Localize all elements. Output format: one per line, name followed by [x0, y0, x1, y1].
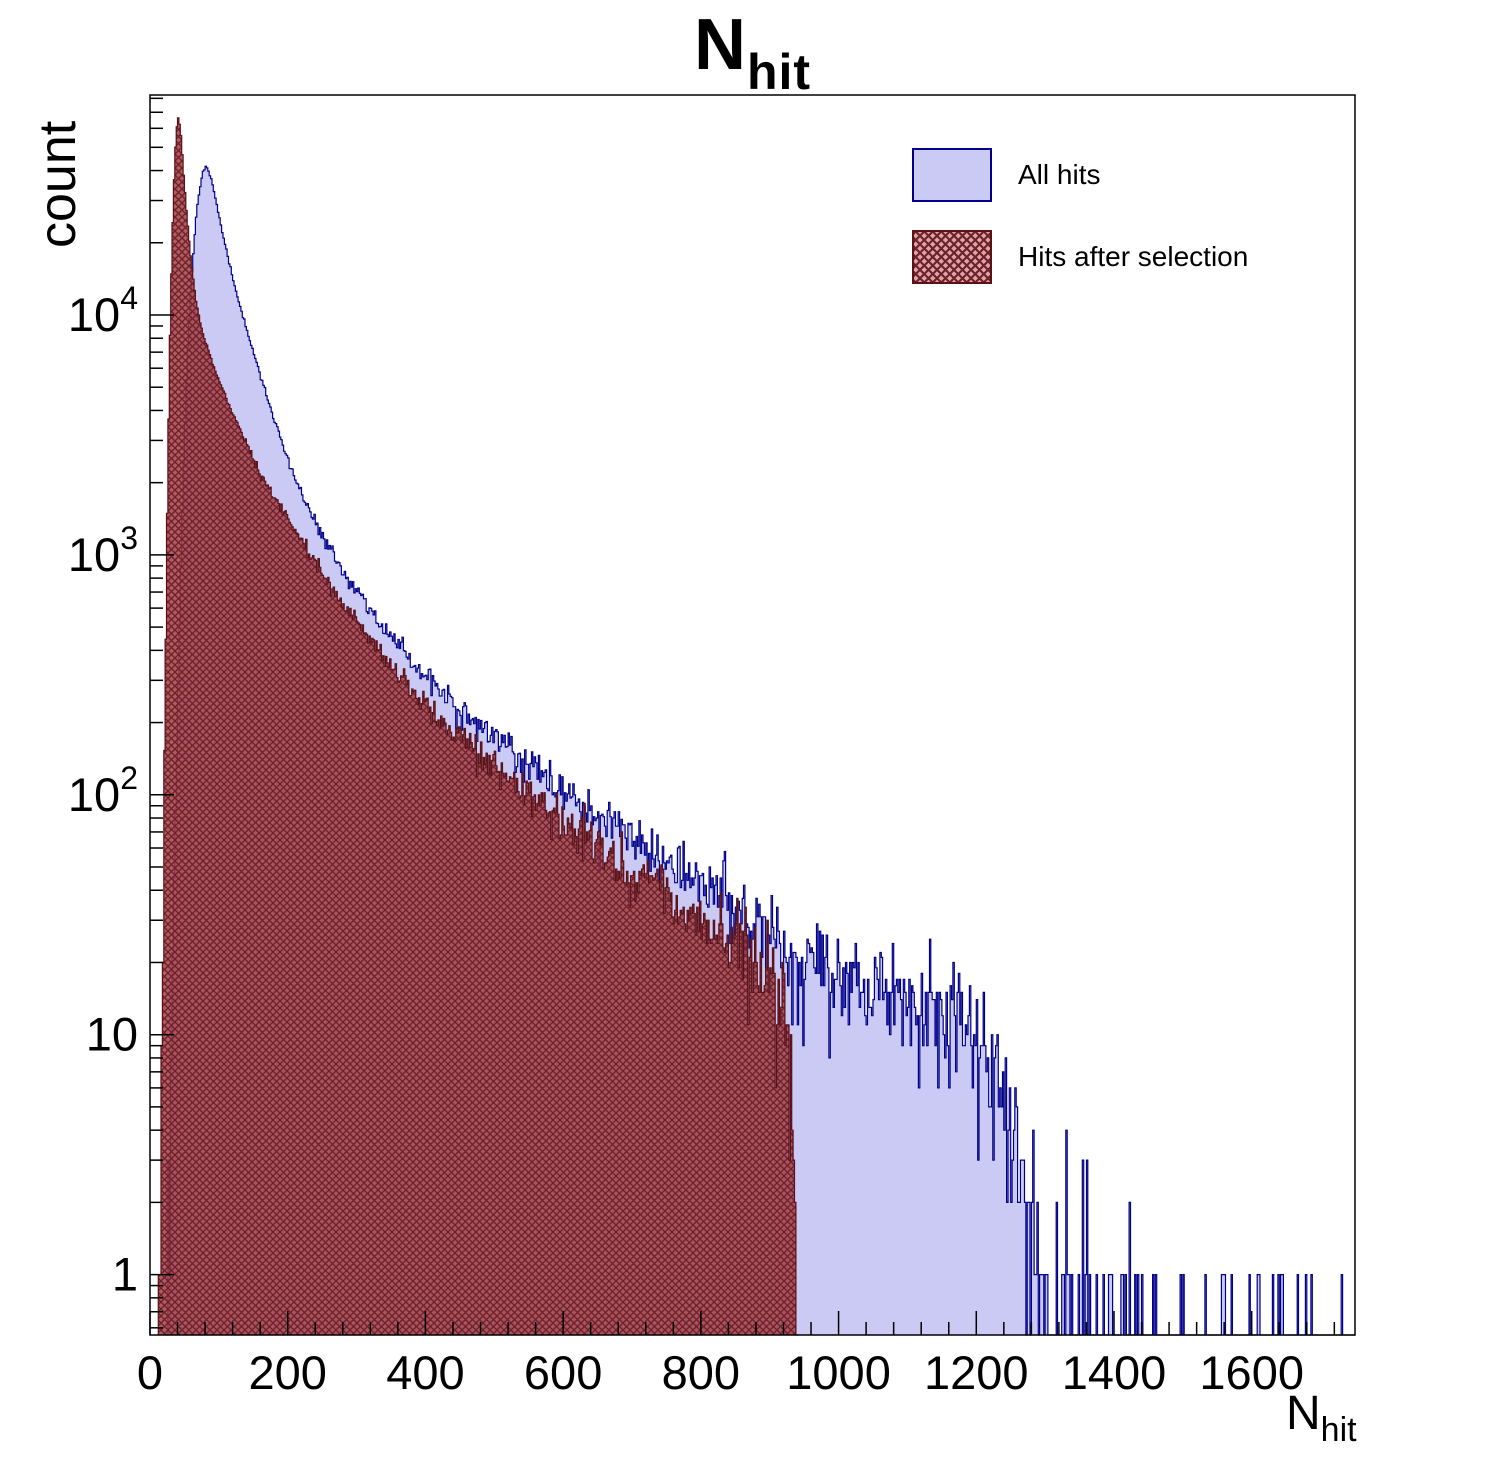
x-axis-label: Nhit [1286, 1386, 1357, 1450]
legend-item-all-hits: All hits [912, 148, 1248, 202]
legend-item-selected-hits: Hits after selection [912, 230, 1248, 284]
series-line-1 [157, 117, 799, 1336]
legend-label-selected-hits: Hits after selection [1018, 241, 1249, 272]
legend-swatch-selected-hits [912, 230, 992, 284]
legend-swatch-all-hits [912, 148, 992, 202]
y-tick-label: 102 [68, 760, 138, 821]
x-axis-label-main: N [1286, 1387, 1321, 1440]
y-tick-label: 10 [86, 1008, 138, 1061]
y-tick-label: 103 [68, 520, 138, 581]
x-tick-label: 1400 [1062, 1346, 1167, 1399]
axis-ticks [149, 97, 1336, 1335]
chart-title-main: N [693, 5, 747, 85]
x-tick-label: 200 [249, 1346, 327, 1399]
x-axis-label-sub: hit [1320, 1411, 1357, 1449]
y-tick-label: 1 [112, 1248, 138, 1301]
y-tick-label: 104 [68, 280, 138, 341]
legend-label-all-hits: All hits [1018, 159, 1101, 190]
x-tick-label: 1600 [1199, 1346, 1304, 1399]
legend: All hits Hits after selection [912, 148, 1248, 284]
x-tick-label: 400 [386, 1346, 464, 1399]
x-tick-label: 1200 [924, 1346, 1029, 1399]
x-tick-label: 0 [137, 1346, 163, 1399]
x-tick-label: 600 [524, 1346, 602, 1399]
y-axis-label: count [29, 120, 87, 248]
series-line-0 [166, 165, 1355, 1336]
x-tick-label: 1000 [786, 1346, 891, 1399]
plot-frame [149, 94, 1356, 1336]
x-tick-label: 800 [662, 1346, 740, 1399]
series-fill-1 [158, 117, 799, 1335]
chart-title: Nhit [150, 4, 1355, 101]
chart-title-sub: hit [746, 44, 812, 100]
